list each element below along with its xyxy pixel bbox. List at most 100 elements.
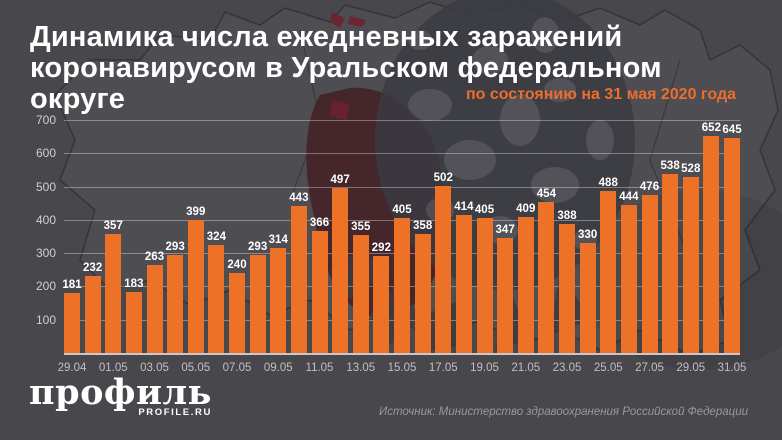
x-tick-label: 19.05: [470, 362, 499, 374]
bar: 538: [661, 120, 680, 353]
bar-value-label: 347: [495, 223, 515, 236]
bar-rect: [373, 255, 390, 353]
bar-rect: [435, 185, 452, 353]
bar: 355: [351, 120, 371, 353]
x-tick-label: 21.05: [511, 362, 541, 374]
x-tick-label: 11.05: [305, 362, 334, 374]
bar-value-label: 645: [722, 124, 742, 137]
bar: 488: [599, 120, 618, 353]
bar-rect: [125, 292, 142, 353]
y-tick-label: 500: [35, 179, 56, 194]
x-tick-label: 15.05: [387, 362, 417, 374]
bar-rect: [476, 218, 493, 353]
chart-title: Динамика числа ежедневных заражений коро…: [30, 22, 750, 115]
bar-rect: [146, 265, 163, 353]
y-tick-label: 100: [35, 312, 56, 327]
bar-value-label: 314: [268, 234, 288, 247]
x-tick-label: 07.05: [222, 362, 252, 374]
bar-value-label: 443: [289, 191, 309, 204]
bar-value-label: 502: [433, 171, 453, 184]
source-text: Источник: Министерство здравоохранения Р…: [379, 406, 748, 418]
bar: 347: [495, 120, 515, 353]
bar: 528: [681, 120, 701, 353]
bar: 293: [166, 120, 185, 353]
bar: 497: [330, 120, 350, 353]
bar: 405: [392, 120, 412, 353]
bar: 358: [413, 120, 433, 353]
bar-value-label: 414: [454, 201, 474, 214]
y-tick-label: 700: [35, 113, 56, 127]
profile-logo-url: PROFILE.RU: [138, 407, 212, 418]
bar-rect: [229, 273, 245, 353]
bar-value-label: 454: [536, 187, 556, 200]
bar-rect: [703, 135, 720, 353]
bar: 181: [62, 120, 82, 353]
bar-rect: [517, 216, 534, 353]
bar-value-label: 476: [639, 180, 660, 193]
bar-value-label: 330: [578, 229, 598, 242]
bar: 454: [536, 120, 556, 353]
bar-value-label: 528: [681, 163, 701, 176]
x-axis-baseline: [64, 353, 740, 355]
profile-logo: профиль PROFILE.RU: [29, 372, 212, 418]
bar-rect: [600, 190, 617, 353]
x-axis: 29.04 01.05 03.05 05.05 07.05 09.05 11.05 13.05…: [58, 362, 747, 378]
bar-rect: [167, 255, 184, 353]
bar-rect: [414, 233, 431, 353]
bar-value-label: 355: [351, 220, 371, 233]
y-tick-label: 400: [35, 212, 56, 227]
bar: 293: [248, 120, 267, 353]
x-tick-label: 29.04: [57, 362, 87, 374]
x-tick-label: 17.05: [428, 362, 458, 374]
bar-value-label: 358: [413, 219, 433, 232]
profile-logo-wordmark: профиль: [29, 372, 212, 413]
bar: 388: [557, 120, 577, 353]
plot-area: 181 232 357 183 263 293 399 324 240 293 314 443 366 4…: [62, 120, 742, 353]
bar-value-label: 366: [309, 217, 330, 230]
bar-value-label: 497: [330, 173, 350, 186]
bar-rect: [620, 205, 637, 353]
x-tick-label: 23.05: [552, 362, 582, 374]
x-tick-label: 27.05: [635, 362, 664, 374]
bar: 476: [639, 120, 660, 353]
bar: 409: [516, 120, 536, 353]
bar-value-label: 405: [474, 204, 495, 217]
x-tick-label: 05.05: [181, 362, 211, 374]
bar-rect: [559, 223, 575, 353]
bar: 292: [372, 120, 391, 353]
bar: 324: [207, 120, 226, 353]
y-tick-label: 200: [35, 279, 56, 294]
bar-rect: [682, 177, 699, 353]
bar-value-label: 357: [103, 220, 123, 233]
bar: 405: [474, 120, 495, 353]
bar: 645: [722, 120, 742, 353]
chart-subtitle: по состоянию на 31 мая 2020 года: [465, 86, 736, 103]
bar: 263: [145, 120, 164, 353]
x-tick-label: 13.05: [346, 362, 376, 374]
bar-value-label: 409: [516, 202, 536, 215]
bar-value-label: 652: [701, 121, 721, 134]
bar: 502: [433, 120, 453, 353]
bar-rect: [394, 218, 410, 353]
bar: 232: [83, 120, 102, 353]
bar-rect: [84, 275, 101, 353]
bar: 314: [268, 120, 288, 353]
bar: 330: [578, 120, 598, 353]
bar: 443: [289, 120, 309, 353]
bar-rect: [352, 234, 369, 353]
bar-rect: [332, 187, 349, 353]
y-tick-label: 600: [35, 146, 56, 161]
bar-rect: [455, 215, 472, 353]
bars: 181 232 357 183 263 293 399 324 240 293 314 443 366 4…: [62, 120, 742, 353]
gridline: [64, 120, 740, 121]
bar-value-label: 183: [124, 278, 144, 291]
chart-title-line2: коронавирусом в Уральском федеральном ок…: [30, 52, 662, 115]
bar: 183: [124, 120, 144, 353]
gridline: [64, 186, 740, 188]
bar-value-label: 388: [557, 209, 577, 222]
x-tick-label: 09.05: [263, 362, 293, 374]
bar-rect: [538, 201, 555, 353]
bar: 652: [701, 120, 721, 353]
bar-rect: [497, 237, 514, 353]
bar-value-label: 181: [62, 278, 82, 291]
